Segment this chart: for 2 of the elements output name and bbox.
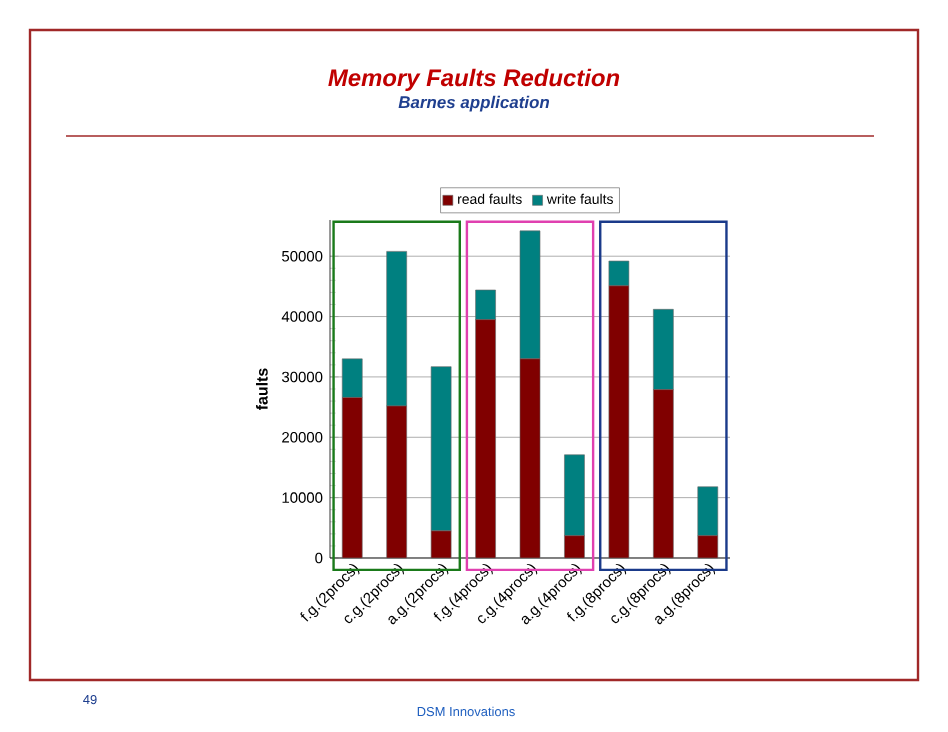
chart-subtitle: Barnes application xyxy=(398,95,550,112)
chart-title: Memory Faults Reduction xyxy=(328,68,620,91)
